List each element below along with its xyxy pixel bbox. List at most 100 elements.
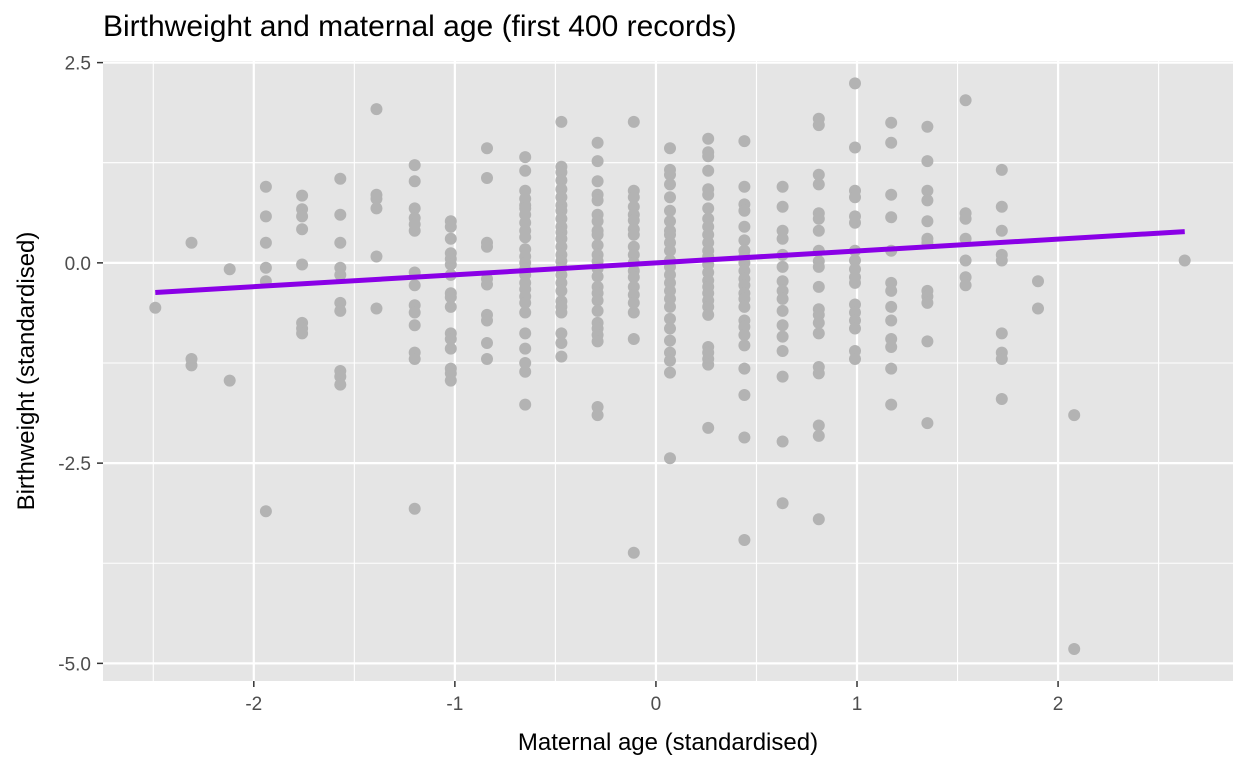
data-point: [812, 178, 825, 191]
data-point: [481, 337, 493, 349]
data-point: [812, 513, 825, 526]
data-point: [738, 339, 751, 352]
data-point: [812, 212, 825, 225]
data-point: [702, 358, 715, 371]
data-point: [885, 314, 898, 327]
data-point: [408, 306, 421, 319]
data-point: [812, 327, 825, 340]
data-point: [849, 191, 861, 204]
data-point: [959, 254, 972, 267]
data-point: [591, 175, 604, 188]
data-point: [591, 136, 604, 149]
data-point: [627, 228, 640, 241]
data-point: [664, 300, 676, 313]
data-point: [664, 168, 676, 181]
data-point: [370, 250, 383, 263]
data-point: [885, 188, 898, 201]
data-point: [812, 260, 825, 273]
data-point: [519, 327, 532, 340]
data-point: [921, 120, 934, 133]
data-point: [519, 151, 532, 164]
data-point: [885, 398, 898, 411]
data-point: [849, 141, 861, 154]
data-point: [555, 350, 568, 363]
data-point: [259, 236, 272, 249]
data-point: [885, 284, 898, 297]
y-tick-label: -2.5: [58, 454, 91, 475]
data-point: [959, 212, 972, 225]
data-point: [921, 296, 934, 309]
data-point: [408, 224, 421, 237]
data-point: [627, 271, 640, 284]
data-point: [849, 216, 861, 229]
data-point: [921, 215, 934, 228]
data-point: [921, 155, 934, 168]
data-point: [885, 341, 898, 353]
data-point: [921, 335, 934, 348]
data-point: [627, 191, 640, 204]
data-point: [519, 357, 532, 369]
data-point: [555, 327, 568, 340]
data-point: [408, 279, 421, 292]
data-point: [1178, 254, 1191, 267]
data-point: [519, 231, 532, 244]
data-point: [481, 278, 493, 291]
data-point: [664, 204, 676, 217]
data-point: [444, 258, 457, 271]
data-point: [885, 362, 898, 375]
data-point: [702, 132, 715, 145]
data-point: [259, 505, 272, 518]
data-point: [627, 333, 640, 345]
data-point: [738, 534, 751, 546]
data-point: [481, 314, 493, 327]
data-point: [444, 220, 457, 233]
data-point: [664, 191, 676, 204]
y-tick-label: -5.0: [58, 654, 91, 675]
data-point: [702, 150, 715, 163]
data-point: [481, 240, 493, 253]
data-point: [776, 180, 789, 193]
data-point: [408, 319, 421, 332]
data-point: [555, 115, 568, 128]
data-points: [149, 77, 1191, 655]
data-point: [627, 115, 640, 128]
data-point: [519, 398, 532, 411]
y-tick-label: 0.0: [65, 254, 91, 275]
data-point: [776, 345, 789, 357]
data-point: [812, 119, 825, 132]
data-point: [519, 365, 532, 378]
data-point: [1032, 275, 1044, 288]
data-point: [812, 429, 825, 442]
data-point: [776, 319, 789, 332]
fit-line-group: [155, 229, 1185, 295]
data-point: [185, 236, 198, 249]
data-point: [776, 200, 789, 213]
data-point: [995, 254, 1008, 267]
data-point: [849, 77, 861, 90]
y-axis-ticks: -5.0 -2.5 0.0 2.5: [58, 54, 103, 675]
data-point: [259, 210, 272, 223]
data-point: [259, 261, 272, 274]
x-axis-title: Maternal age (standardised): [518, 729, 818, 756]
data-point: [664, 142, 676, 155]
data-point: [444, 333, 457, 345]
x-tick-label: 2: [1053, 694, 1064, 715]
data-point: [776, 304, 789, 317]
data-point: [519, 164, 532, 177]
data-point: [519, 306, 532, 319]
data-point: [702, 164, 715, 177]
data-point: [334, 378, 347, 391]
data-point: [185, 359, 198, 372]
x-tick-label: -2: [245, 694, 262, 715]
x-tick-label: 0: [651, 694, 662, 715]
data-point: [555, 174, 568, 187]
data-point: [1068, 643, 1081, 655]
fit-line: [155, 229, 1185, 295]
data-point: [664, 334, 676, 347]
data-point: [738, 329, 751, 341]
data-point: [776, 260, 789, 273]
data-point: [776, 292, 789, 305]
data-point: [738, 234, 751, 247]
data-point: [591, 155, 604, 168]
